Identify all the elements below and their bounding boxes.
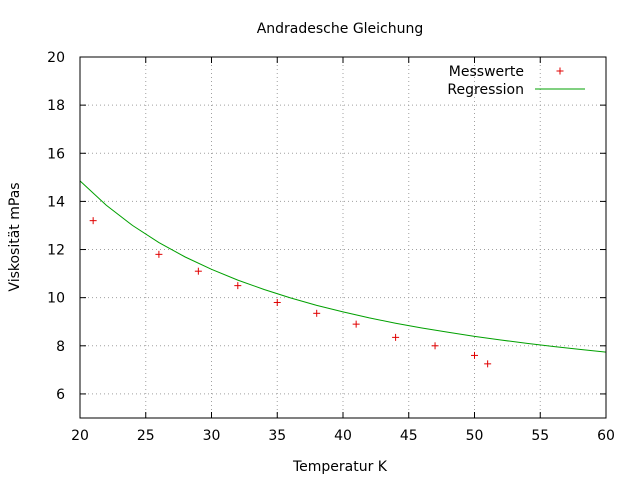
x-tick-label: 20 — [71, 428, 89, 444]
y-tick-label: 10 — [47, 291, 65, 307]
measurement-point — [273, 298, 281, 306]
legend-plus-marker — [556, 67, 564, 75]
grid — [80, 57, 606, 418]
y-tick-label: 12 — [47, 243, 65, 259]
x-tick-label: 25 — [137, 428, 155, 444]
x-tick-label: 60 — [597, 428, 615, 444]
axes: 20 25 30 35 40 45 50 55 60 6 8 10 12 14 16 18 20 — [47, 50, 615, 444]
x-tick-label: 30 — [203, 428, 221, 444]
x-tick-label: 35 — [268, 428, 286, 444]
measurement-point — [352, 320, 360, 328]
legend: Messwerte Regression — [447, 64, 585, 98]
measurement-point — [471, 351, 478, 359]
regression-line — [79, 180, 607, 353]
chart-title: Andradesche Gleichung — [257, 21, 424, 37]
y-tick-label: 20 — [47, 50, 65, 66]
y-tick-label: 18 — [47, 98, 65, 114]
y-tick-label: 8 — [56, 339, 65, 355]
x-tick-label: 40 — [334, 428, 352, 444]
plot-area — [79, 180, 607, 368]
measurement-point — [484, 360, 492, 368]
legend-label-messwerte: Messwerte — [449, 64, 524, 80]
y-axis-label: Viskosität mPas — [7, 182, 23, 291]
measurement-point — [89, 217, 97, 225]
x-tick-label: 50 — [466, 428, 484, 444]
legend-label-regression: Regression — [447, 82, 524, 98]
measurement-point — [155, 250, 163, 258]
measurement-point — [392, 333, 400, 341]
legend-marker-messwerte — [556, 67, 564, 75]
measurement-point — [313, 309, 321, 317]
measurement-point — [194, 267, 202, 275]
y-tick-label: 14 — [47, 194, 65, 210]
y-tick-label: 16 — [47, 146, 65, 162]
y-tick-label: 6 — [56, 387, 65, 403]
measurement-point — [234, 282, 242, 290]
x-axis-label: Temperatur K — [292, 459, 388, 475]
x-tick-label: 45 — [400, 428, 418, 444]
measurement-point — [431, 342, 439, 350]
x-tick-label: 55 — [531, 428, 549, 444]
